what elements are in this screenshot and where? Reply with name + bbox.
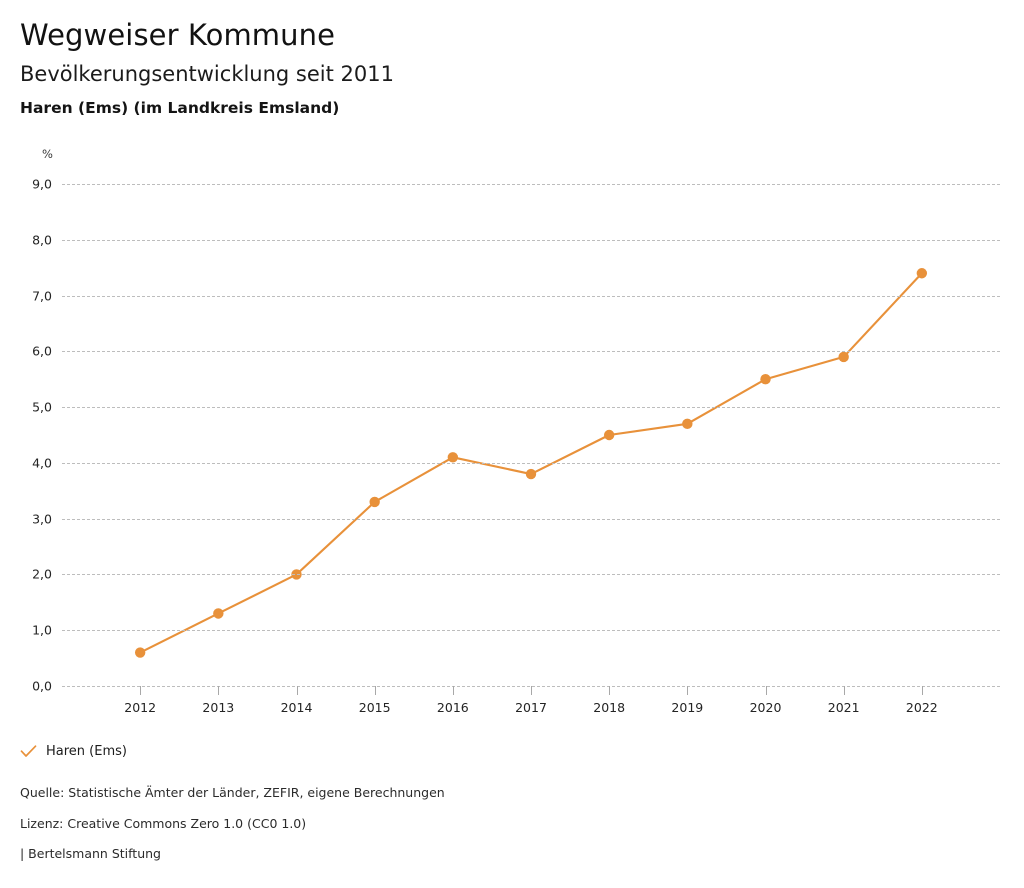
y-axis-tick-label: 9,0 [32, 176, 52, 192]
y-axis-tick-label: 0,0 [32, 678, 52, 694]
x-axis-tick-label: 2022 [905, 700, 938, 715]
gridline [62, 295, 1000, 297]
page-header: Wegweiser Kommune Bevölkerungsentwicklun… [0, 0, 1024, 118]
x-axis-tick-label: 2020 [749, 700, 782, 715]
gridline [62, 518, 1000, 520]
gridline [62, 574, 1000, 576]
x-axis-tick-label: 2016 [436, 700, 469, 715]
data-point-marker[interactable] [760, 374, 771, 385]
y-axis-tick-label: 1,0 [32, 622, 52, 638]
x-axis-tick-mark [687, 686, 689, 695]
data-point-marker[interactable] [838, 351, 849, 363]
data-point-marker[interactable] [447, 452, 459, 463]
x-axis-tick-mark [531, 686, 532, 695]
x-axis-tick-label: 2017 [515, 700, 547, 715]
footer-source: Quelle: Statistische Ämter der Länder, Z… [20, 785, 445, 800]
data-point-marker[interactable] [369, 496, 380, 508]
page-subtitle: Bevölkerungsentwicklung seit 2011 [20, 62, 394, 87]
check-icon [20, 745, 37, 757]
x-axis-tick-label: 2018 [593, 700, 626, 715]
x-axis-tick-mark [218, 686, 220, 695]
data-point-marker[interactable] [916, 268, 928, 279]
y-axis-tick-label: 4,0 [32, 455, 52, 471]
x-axis-tick-label: 2014 [280, 700, 313, 715]
gridline [62, 630, 1000, 632]
x-axis-tick-mark [609, 686, 611, 695]
legend-item-label: Haren (Ems) [46, 744, 127, 759]
plot-area: 0,0 1,0 2,0 3,0 4,0 5,0 6,0 7,0 8,0 9,0 2012 2013 20… [0, 140, 1024, 740]
data-point-marker[interactable] [134, 647, 146, 658]
gridline [62, 239, 1000, 241]
x-axis-tick-mark [843, 686, 845, 695]
footer-publisher: | Bertelsmann Stiftung [20, 846, 161, 862]
x-axis-tick-mark [374, 686, 376, 695]
chart-footer: Quelle: Statistische Ämter der Länder, Z… [20, 785, 920, 862]
gridline [62, 351, 1000, 353]
data-point-marker[interactable] [603, 429, 615, 441]
page-title: Wegweiser Kommune [20, 18, 336, 52]
x-axis-tick-label: 2015 [358, 700, 391, 715]
x-axis-tick-mark [140, 686, 142, 695]
x-axis-tick-mark [921, 686, 923, 695]
footer-license: Lizenz: Creative Commons Zero 1.0 (CC0 1… [20, 815, 307, 831]
data-point-marker[interactable] [213, 608, 224, 619]
x-axis-tick-label: 2013 [202, 700, 235, 715]
region-subtitle: Haren (Ems) (im Landkreis Emsland) [20, 99, 340, 118]
x-axis-tick-label: 2019 [671, 700, 704, 715]
x-axis-tick-mark [296, 686, 298, 695]
chart-legend[interactable]: Haren (Ems) [20, 744, 127, 759]
y-axis-tick-label: 5,0 [32, 399, 52, 415]
x-axis-tick-mark [452, 686, 454, 695]
x-axis-tick-label: 2012 [124, 700, 157, 715]
series-line-haren-ems [134, 268, 928, 658]
y-axis-tick-label: 2,0 [32, 566, 52, 582]
y-axis-unit-label: % [42, 147, 53, 161]
y-axis-tick-label: 3,0 [32, 511, 52, 527]
y-axis-tick-label: 6,0 [32, 343, 52, 359]
data-point-marker[interactable] [525, 468, 537, 480]
gridline [62, 407, 1000, 409]
x-axis-tick-mark [765, 686, 767, 695]
y-axis-tick-label: 8,0 [32, 232, 52, 248]
y-axis-tick-label: 7,0 [32, 288, 52, 304]
gridline [62, 184, 1000, 185]
line-chart: % 0,0 1,0 2,0 3,0 4,0 5,0 6,0 7,0 8,0 9,0 2012 2013… [0, 140, 1024, 740]
x-axis-tick-label: 2021 [827, 700, 860, 715]
data-point-marker[interactable] [682, 418, 693, 430]
gridline [62, 462, 1000, 464]
